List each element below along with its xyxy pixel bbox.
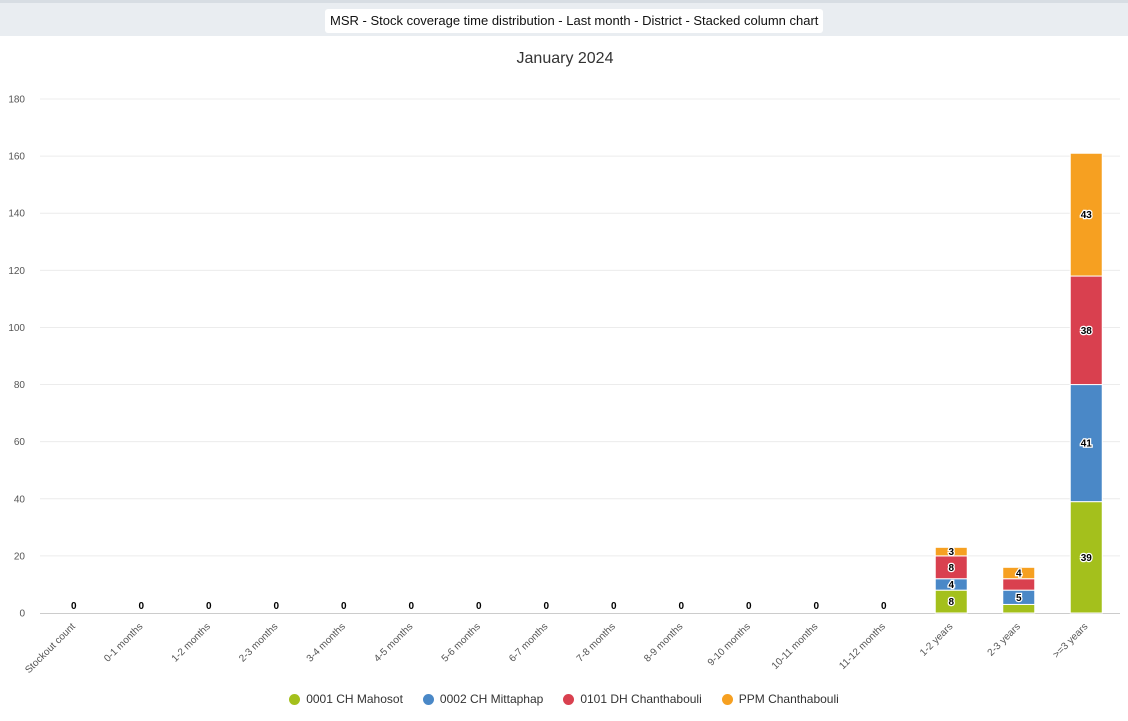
legend-item[interactable]: 0002 CH Mittaphap bbox=[422, 692, 544, 706]
y-tick-label: 100 bbox=[8, 323, 25, 334]
data-label: 4 bbox=[948, 580, 954, 591]
data-label: 38 bbox=[1081, 326, 1093, 337]
x-tick-label: 8-9 months bbox=[642, 621, 685, 664]
x-tick-label: 1-2 months bbox=[170, 621, 213, 664]
x-tick-label: >=3 years bbox=[1051, 621, 1090, 660]
y-tick-label: 140 bbox=[8, 209, 25, 220]
x-tick-label: 3-4 months bbox=[305, 621, 348, 664]
legend-label: 0001 CH Mahosot bbox=[306, 692, 403, 706]
bar-segment bbox=[1069, 501, 1103, 614]
bar-segment bbox=[1002, 603, 1036, 614]
x-tick-label: Stockout count bbox=[23, 621, 78, 676]
legend-marker bbox=[563, 693, 575, 705]
legend-item[interactable]: PPM Chanthabouli bbox=[721, 692, 839, 706]
data-label: 0 bbox=[746, 601, 752, 612]
y-tick-label: 80 bbox=[14, 380, 26, 391]
data-label: 0 bbox=[476, 601, 482, 612]
data-label: 0 bbox=[678, 601, 684, 612]
data-label: 8 bbox=[948, 563, 954, 574]
bar-segment bbox=[1069, 275, 1103, 386]
data-label: 8 bbox=[948, 597, 954, 608]
chart-title: January 2024 bbox=[516, 50, 614, 67]
data-label: 0 bbox=[71, 601, 77, 612]
x-tick-label: 5-6 months bbox=[440, 621, 483, 664]
chart-selector-title[interactable]: MSR - Stock coverage time distribution -… bbox=[325, 9, 824, 33]
bar-segment bbox=[1002, 566, 1036, 580]
x-tick-label: 10-11 months bbox=[770, 621, 820, 671]
x-tick-label: 0-1 months bbox=[102, 621, 145, 664]
bar-segment bbox=[934, 546, 968, 557]
bar-segment bbox=[1069, 152, 1103, 277]
x-tick-label: 9-10 months bbox=[706, 621, 753, 668]
y-tick-label: 0 bbox=[19, 609, 25, 620]
y-tick-label: 160 bbox=[8, 152, 25, 163]
y-tick-label: 60 bbox=[14, 437, 26, 448]
data-label: 4 bbox=[1016, 569, 1022, 580]
data-label: 41 bbox=[1081, 439, 1093, 450]
chart-legend: 0001 CH Mahosot 0002 CH Mittaphap 0101 DH … bbox=[0, 692, 1128, 706]
data-label: 0 bbox=[206, 601, 212, 612]
x-tick-label: 2-3 months bbox=[237, 621, 280, 664]
y-tick-label: 40 bbox=[14, 494, 26, 505]
header-bar: MSR - Stock coverage time distribution -… bbox=[0, 0, 1128, 36]
data-label: 39 bbox=[1081, 553, 1093, 564]
y-tick-label: 120 bbox=[8, 266, 25, 277]
data-label: 3 bbox=[948, 547, 954, 558]
legend-label: PPM Chanthabouli bbox=[738, 692, 839, 706]
bar-segment bbox=[1069, 384, 1103, 503]
data-label: 0 bbox=[611, 601, 617, 612]
legend-item[interactable]: 0001 CH Mahosot bbox=[289, 692, 403, 706]
data-label: 0 bbox=[341, 601, 347, 612]
x-tick-label: 6-7 months bbox=[507, 621, 550, 664]
x-tick-label: 4-5 months bbox=[372, 621, 415, 664]
legend-label: 0101 DH Chanthabouli bbox=[580, 692, 702, 706]
data-label: 43 bbox=[1081, 210, 1093, 221]
data-label: 0 bbox=[813, 601, 819, 612]
legend-marker bbox=[422, 693, 434, 705]
data-label: 0 bbox=[408, 601, 414, 612]
bar-segment bbox=[1002, 578, 1036, 591]
legend-marker bbox=[289, 693, 301, 705]
data-label: 0 bbox=[138, 601, 144, 612]
legend-item[interactable]: 0101 DH Chanthabouli bbox=[563, 692, 702, 706]
data-label: 0 bbox=[273, 601, 279, 612]
data-label: 5 bbox=[1016, 593, 1022, 604]
legend-label: 0002 CH Mittaphap bbox=[439, 692, 544, 706]
x-tick-label: 7-8 months bbox=[575, 621, 618, 664]
x-tick-label: 1-2 years bbox=[918, 621, 955, 658]
x-tick-label: 2-3 years bbox=[986, 621, 1023, 658]
data-label: 0 bbox=[543, 601, 549, 612]
data-label: 0 bbox=[881, 601, 887, 612]
y-tick-label: 20 bbox=[14, 551, 26, 562]
y-tick-label: 180 bbox=[8, 95, 25, 106]
legend-marker bbox=[721, 693, 733, 705]
x-tick-label: 11-12 months bbox=[837, 621, 887, 671]
